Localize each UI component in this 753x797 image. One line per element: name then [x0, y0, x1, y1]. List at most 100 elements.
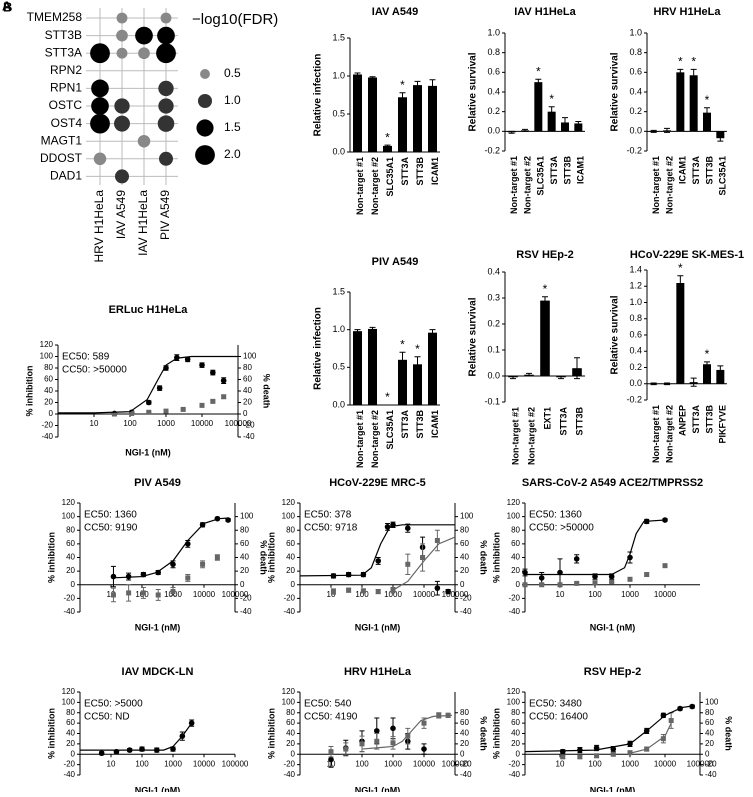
x-tick-label: Non-target #2: [522, 156, 532, 214]
error-bar: [508, 130, 515, 134]
y-tick-label: -0.2: [626, 394, 642, 404]
data-point: [627, 576, 633, 582]
y-axis-label: Relative survival: [468, 297, 479, 376]
x-axis-label: NGI-1 (nM): [125, 447, 171, 457]
x-tick-label: 1000: [621, 759, 639, 768]
y-tick-label: -40: [63, 607, 75, 616]
y-axis-label: % inhibition: [46, 708, 56, 759]
x-tick-label: 100: [355, 759, 369, 768]
annotation: EC50: 378: [304, 510, 352, 521]
y-axis-label: % inhibition: [266, 708, 276, 759]
y-tick-label: -40: [283, 607, 295, 616]
bar: [547, 111, 556, 132]
data-point: [210, 369, 216, 376]
y-tick-label: 20: [44, 398, 53, 407]
data-point: [221, 394, 227, 400]
y2-tick-label: 40: [705, 729, 714, 738]
x-tick-label: 100: [123, 419, 137, 428]
bar: [413, 364, 422, 405]
x-axis-label: NGI-1 (nM): [590, 622, 636, 632]
error-bar: [677, 275, 684, 291]
significance-star: *: [415, 342, 420, 356]
annotation: CC50: >50000: [62, 365, 127, 376]
significance-star: *: [543, 282, 548, 296]
data-point: [390, 740, 396, 746]
data-point: [343, 746, 349, 752]
data-point: [170, 561, 176, 568]
data-point: [559, 748, 566, 755]
y-tick-label: 20: [66, 566, 75, 575]
x-tick-label: 10000: [193, 590, 216, 599]
error-bar: [369, 76, 376, 79]
y-tick-label: -40: [283, 770, 295, 779]
fit-curve: [58, 355, 238, 414]
y-tick-label: -20: [508, 760, 520, 769]
y2-tick-label: -40: [460, 607, 472, 616]
y-tick-label: -0.2: [626, 145, 642, 155]
x-tick-label: STT3A: [400, 410, 410, 439]
data-point: [163, 408, 169, 414]
x-axis-label: NGI-1 (nM): [135, 785, 181, 792]
row-label: OST4: [51, 116, 83, 130]
x-tick-label: Non-target #1: [651, 405, 661, 463]
y-tick-label: 20: [511, 739, 520, 748]
fit-curve: [80, 722, 193, 751]
y2-tick-label: 80: [240, 525, 249, 534]
y-tick-label: 0.4: [487, 86, 500, 96]
error-bar: [399, 92, 406, 103]
legend-dot: [200, 69, 210, 79]
y-tick-label: 0.0: [487, 126, 500, 136]
error-bar: [542, 296, 548, 305]
y-tick-label: 120: [282, 687, 296, 696]
bar: [353, 74, 362, 152]
x-tick-label: Non-target #2: [370, 157, 380, 215]
error-bar: [354, 72, 361, 77]
significance-star: *: [385, 390, 390, 404]
x-tick-label: Non-target #2: [664, 405, 674, 463]
x-tick-label: 100: [355, 590, 369, 599]
chart-title: IAV A549: [372, 6, 418, 18]
y-tick-label: 1.0: [487, 27, 500, 37]
x-tick-label: 1000: [164, 759, 182, 768]
y2-tick-label: 40: [460, 729, 469, 738]
y-tick-label: 120: [507, 687, 521, 696]
y-tick-label: 60: [511, 539, 520, 548]
y-tick-label: 100: [62, 697, 76, 706]
significance-star: *: [536, 64, 541, 78]
y-axis-label: Relative infection: [313, 307, 324, 390]
data-point: [390, 725, 396, 732]
data-point: [184, 356, 191, 363]
y-tick-label: 0.4: [629, 86, 642, 96]
y-tick-label: 40: [511, 729, 520, 738]
dot: [114, 98, 130, 114]
y-tick-label: 0.2: [629, 362, 642, 372]
y-tick-label: 0.6: [629, 67, 642, 77]
y2-axis-label: % death: [479, 716, 489, 751]
x-tick-label: 10: [90, 419, 99, 428]
y-tick-label: 0.4: [629, 346, 642, 356]
dot: [116, 29, 128, 42]
x-axis-label: NGI-1 (nM): [135, 622, 181, 632]
data-point: [421, 720, 427, 726]
legend-dot: [196, 119, 214, 137]
significance-star: *: [400, 337, 405, 351]
error-bar: [429, 329, 436, 337]
error-bar: [575, 121, 582, 126]
significance-star: *: [400, 78, 405, 92]
y-tick-label: 100: [282, 512, 296, 521]
annotation: EC50: 1360: [529, 510, 582, 521]
bar: [676, 72, 685, 132]
chart-title: HCoV-229E MRC-5: [329, 477, 426, 489]
error-bar: [535, 78, 542, 86]
fit-curve: [524, 705, 693, 753]
data-point: [668, 718, 674, 724]
data-point: [375, 589, 381, 595]
bar: [428, 85, 437, 152]
y-tick-label: -20: [508, 593, 520, 602]
error-bar: [690, 377, 697, 387]
y-tick-label: 20: [286, 566, 295, 575]
bar: [703, 112, 711, 132]
error-bar: [510, 375, 516, 380]
y-tick-label: 1.0: [629, 27, 642, 37]
row-label: DDOST: [40, 151, 83, 165]
